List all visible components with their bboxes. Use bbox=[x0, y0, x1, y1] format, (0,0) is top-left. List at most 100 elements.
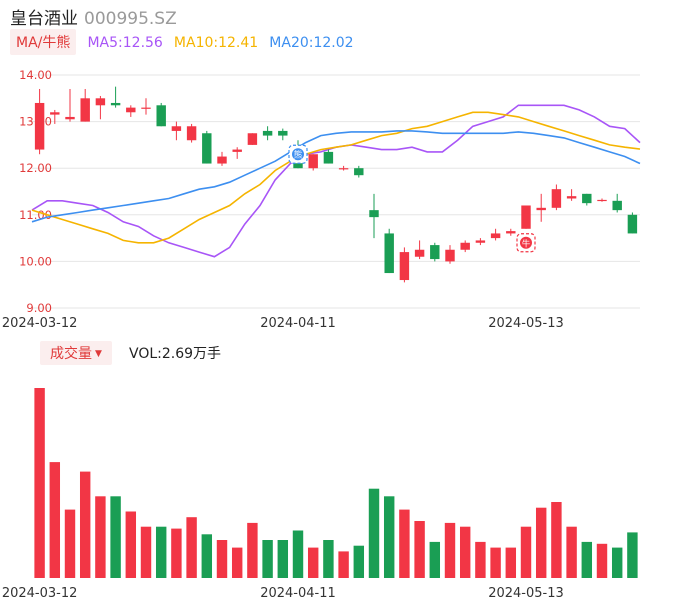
candle bbox=[536, 193, 546, 222]
candle bbox=[262, 126, 273, 141]
ma10-legend: MA10:12.41 bbox=[173, 35, 259, 51]
y-tick-label: 14.00 bbox=[19, 68, 52, 82]
badge-glyph: 牛 bbox=[522, 238, 531, 249]
volume-bar bbox=[505, 547, 517, 578]
volume-x-tick-label: 2024-05-13 bbox=[488, 586, 564, 601]
volume-chart[interactable]: 2024-03-12 2024-04-11 2024-05-13 bbox=[0, 370, 686, 606]
candle-body bbox=[521, 205, 531, 229]
ma5-legend: MA5:12.56 bbox=[87, 35, 163, 51]
candle-body bbox=[536, 207, 546, 211]
candle bbox=[171, 121, 182, 141]
volume-x-tick-label: 2024-03-12 bbox=[2, 586, 78, 601]
ma-legend: MA/牛熊 MA5:12.56 MA10:12.41 MA20:12.02 bbox=[10, 29, 354, 55]
candle-body bbox=[217, 156, 227, 164]
candle bbox=[186, 123, 197, 143]
candle-body bbox=[582, 193, 592, 204]
caret-down-icon: ▼ bbox=[95, 349, 102, 359]
volume-bar bbox=[292, 530, 304, 578]
candle bbox=[141, 98, 151, 115]
candle-body bbox=[399, 252, 410, 281]
y-tick-label: 10.00 bbox=[19, 254, 52, 268]
volume-bar bbox=[338, 551, 349, 578]
volume-indicator-selector[interactable]: 成交量 ▼ bbox=[40, 341, 112, 365]
candle bbox=[247, 133, 258, 145]
volume-bar bbox=[368, 488, 380, 578]
candle bbox=[126, 105, 136, 117]
candle-body bbox=[80, 98, 90, 122]
candle bbox=[202, 130, 212, 164]
ma-indicator-selector[interactable]: MA/牛熊 bbox=[10, 29, 77, 55]
volume-bar bbox=[155, 526, 167, 578]
candlestick-chart[interactable]: 14.0013.0012.0011.0010.009.00熊牛2024-03-1… bbox=[0, 60, 686, 330]
candle bbox=[323, 149, 334, 164]
volume-bar bbox=[535, 507, 547, 578]
candle bbox=[551, 184, 562, 211]
candle-body bbox=[445, 249, 455, 262]
candle-body bbox=[262, 130, 273, 136]
candle bbox=[627, 212, 638, 234]
candle bbox=[399, 247, 410, 283]
volume-bar bbox=[201, 534, 213, 578]
volume-bar bbox=[323, 540, 334, 578]
candle-body bbox=[612, 200, 622, 211]
candle-body bbox=[186, 126, 197, 141]
candle bbox=[521, 205, 531, 229]
stock-name: 皇台酒业 bbox=[10, 9, 78, 29]
candle-body bbox=[247, 133, 258, 145]
candle-body bbox=[323, 151, 334, 164]
volume-bar bbox=[171, 528, 182, 578]
volume-bar bbox=[110, 496, 121, 578]
candle bbox=[430, 242, 440, 262]
candle bbox=[566, 189, 577, 201]
candle-body bbox=[475, 240, 486, 243]
candle bbox=[490, 228, 501, 241]
candle bbox=[597, 198, 607, 202]
volume-bar bbox=[353, 545, 365, 578]
volume-bar bbox=[551, 502, 562, 578]
volume-bar bbox=[399, 509, 410, 578]
candle-body bbox=[126, 107, 136, 113]
candle-body bbox=[278, 130, 288, 136]
candle bbox=[65, 88, 75, 122]
candle-body bbox=[34, 102, 45, 150]
volume-bar bbox=[79, 471, 91, 578]
ma20-line bbox=[31, 130, 641, 223]
volume-bar bbox=[596, 543, 608, 578]
candle bbox=[506, 228, 516, 236]
volume-bar bbox=[490, 547, 501, 578]
volume-bar bbox=[125, 511, 137, 578]
candle-body bbox=[156, 105, 166, 127]
candle-body bbox=[354, 168, 364, 176]
candle-body bbox=[171, 126, 182, 131]
volume-bar bbox=[186, 517, 197, 578]
volume-value: VOL:2.69万手 bbox=[129, 346, 222, 362]
bull-badge-icon: 熊 bbox=[288, 144, 308, 164]
candle bbox=[384, 228, 394, 274]
volume-bar bbox=[414, 521, 425, 578]
badge-glyph: 熊 bbox=[294, 150, 303, 161]
ma5-line bbox=[31, 104, 641, 258]
volume-bar bbox=[383, 496, 395, 578]
bear-badge-icon: 牛 bbox=[516, 233, 536, 253]
candle bbox=[414, 240, 425, 260]
volume-bar bbox=[627, 532, 638, 578]
volume-bar bbox=[566, 526, 577, 578]
candle bbox=[475, 238, 486, 246]
candle-body bbox=[460, 242, 470, 250]
volume-legend: 成交量 ▼ VOL:2.69万手 bbox=[40, 341, 222, 365]
volume-x-tick-label: 2024-04-11 bbox=[260, 586, 336, 601]
candle-body bbox=[308, 154, 318, 169]
badge-dot bbox=[292, 148, 304, 161]
candle-body bbox=[50, 112, 60, 115]
y-tick-label: 12.00 bbox=[19, 161, 52, 175]
volume-bar bbox=[444, 522, 456, 578]
candle-body bbox=[65, 116, 75, 120]
badge-dot bbox=[520, 236, 532, 249]
candle bbox=[50, 109, 60, 124]
x-tick-label: 2024-05-13 bbox=[488, 316, 564, 330]
candle bbox=[217, 151, 227, 166]
candle bbox=[445, 245, 455, 264]
volume-bar bbox=[231, 547, 243, 578]
volume-bar bbox=[49, 462, 61, 578]
candle-body bbox=[566, 196, 577, 199]
